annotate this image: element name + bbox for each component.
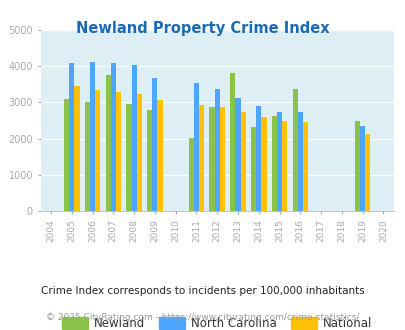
Bar — [271, 116, 276, 211]
Bar — [256, 106, 261, 211]
Bar — [157, 100, 162, 211]
Bar — [126, 104, 131, 211]
Bar — [214, 89, 219, 211]
Bar — [292, 89, 297, 211]
Bar — [95, 90, 100, 211]
Bar — [105, 75, 111, 211]
Bar — [116, 92, 121, 211]
Bar — [209, 107, 214, 211]
Bar — [235, 98, 240, 211]
Bar — [250, 127, 256, 211]
Bar — [193, 83, 198, 211]
Bar — [147, 110, 152, 211]
Text: Newland Property Crime Index: Newland Property Crime Index — [76, 21, 329, 36]
Bar — [136, 94, 141, 211]
Bar — [198, 105, 204, 211]
Text: Crime Index corresponds to incidents per 100,000 inhabitants: Crime Index corresponds to incidents per… — [41, 286, 364, 296]
Bar — [85, 102, 90, 211]
Text: © 2025 CityRating.com - https://www.cityrating.com/crime-statistics/: © 2025 CityRating.com - https://www.city… — [46, 313, 359, 322]
Bar — [90, 62, 95, 211]
Bar — [230, 73, 235, 211]
Bar — [64, 99, 69, 211]
Legend: Newland, North Carolina, National: Newland, North Carolina, National — [62, 317, 371, 330]
Bar — [152, 78, 157, 211]
Bar — [354, 121, 359, 211]
Bar — [74, 86, 79, 211]
Bar — [131, 65, 136, 211]
Bar — [359, 126, 364, 211]
Bar — [240, 113, 245, 211]
Bar — [188, 138, 193, 211]
Bar — [302, 122, 307, 211]
Bar — [281, 121, 287, 211]
Bar — [69, 63, 74, 211]
Bar — [261, 117, 266, 211]
Bar — [111, 63, 116, 211]
Bar — [219, 107, 224, 211]
Bar — [364, 134, 369, 211]
Bar — [276, 113, 281, 211]
Bar — [297, 113, 302, 211]
